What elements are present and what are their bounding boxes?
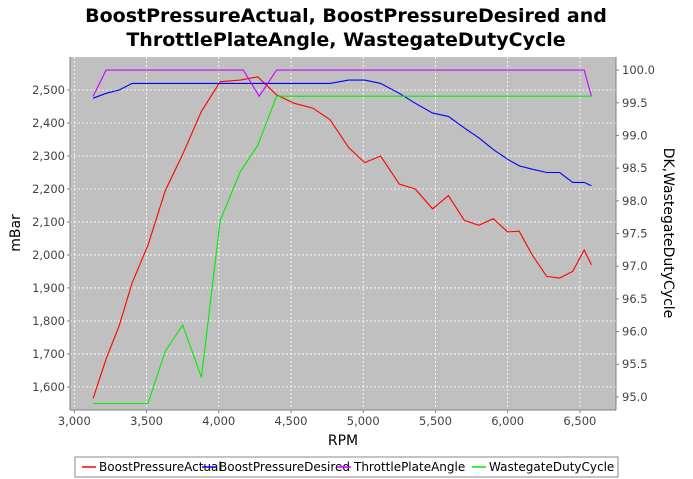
y-right-tick-label-2: 96.0	[622, 325, 648, 339]
y-right-tick-label-9: 99.5	[622, 96, 648, 110]
legend-label-WastegateDutyCycle: WastegateDutyCycle	[489, 460, 614, 474]
y-right-tick-label-5: 97.5	[622, 227, 648, 241]
y-right-tick-label-10: 100.0	[622, 63, 655, 77]
ticks: 3,000 3,500 4,000 4,500 5,000 5,500 6,000 6,500…	[32, 63, 655, 428]
y-right-tick-label-6: 98.0	[622, 194, 648, 208]
y-axis-right-label: DK,WastegateDutyCycle	[660, 148, 676, 319]
y-left-tick-label-0: 1,600	[32, 380, 65, 394]
x-axis-label: RPM	[328, 433, 358, 449]
series-lines	[92, 69, 592, 405]
x-tick-label-6: 6,000	[491, 414, 524, 428]
y-left-tick-label-6: 2,200	[32, 182, 65, 196]
x-tick-label-1: 3,500	[130, 414, 163, 428]
x-tick-label-3: 4,500	[275, 414, 308, 428]
chart-title-line-1: BoostPressureActual, BoostPressureDesire…	[85, 5, 607, 27]
chart-title-line-2: ThrottlePlateAngle, WastegateDutyCycle	[126, 29, 565, 51]
y-left-tick-label-1: 1,700	[32, 347, 65, 361]
x-tick-label-5: 5,500	[419, 414, 452, 428]
y-left-tick-label-2: 1,800	[32, 314, 65, 328]
y-right-tick-label-7: 98.5	[622, 161, 648, 175]
legend-label-ThrottlePlateAngle: ThrottlePlateAngle	[353, 460, 465, 474]
x-tick-label-2: 4,000	[202, 414, 235, 428]
y-axis-left-label: mBar	[8, 214, 24, 252]
x-tick-label-4: 5,000	[347, 414, 380, 428]
y-left-tick-label-9: 2,500	[32, 83, 65, 97]
y-left-tick-label-3: 1,900	[32, 281, 65, 295]
y-left-tick-label-7: 2,300	[32, 149, 65, 163]
legend-label-BoostPressureDesired: BoostPressureDesired	[219, 460, 350, 474]
grid	[70, 57, 616, 410]
x-tick-label-0: 3,000	[58, 414, 91, 428]
series-line-BoostPressureActual	[92, 76, 592, 399]
series-line-ThrottlePlateAngle	[92, 69, 592, 98]
series-line-BoostPressureDesired	[92, 79, 592, 187]
y-right-tick-label-3: 96.5	[622, 292, 648, 306]
y-left-tick-label-8: 2,400	[32, 116, 65, 130]
y-right-tick-label-8: 99.0	[622, 128, 648, 142]
y-left-tick-label-4: 2,000	[32, 248, 65, 262]
legend-label-BoostPressureActual: BoostPressureActual	[99, 460, 222, 474]
y-left-tick-label-5: 2,100	[32, 215, 65, 229]
x-tick-label-7: 6,500	[563, 414, 596, 428]
y-right-tick-label-1: 95.5	[622, 357, 648, 371]
series-line-WastegateDutyCycle	[93, 95, 592, 405]
y-right-tick-label-4: 97.0	[622, 259, 648, 273]
y-right-tick-label-0: 95.0	[622, 390, 648, 404]
plot-area	[70, 57, 616, 410]
